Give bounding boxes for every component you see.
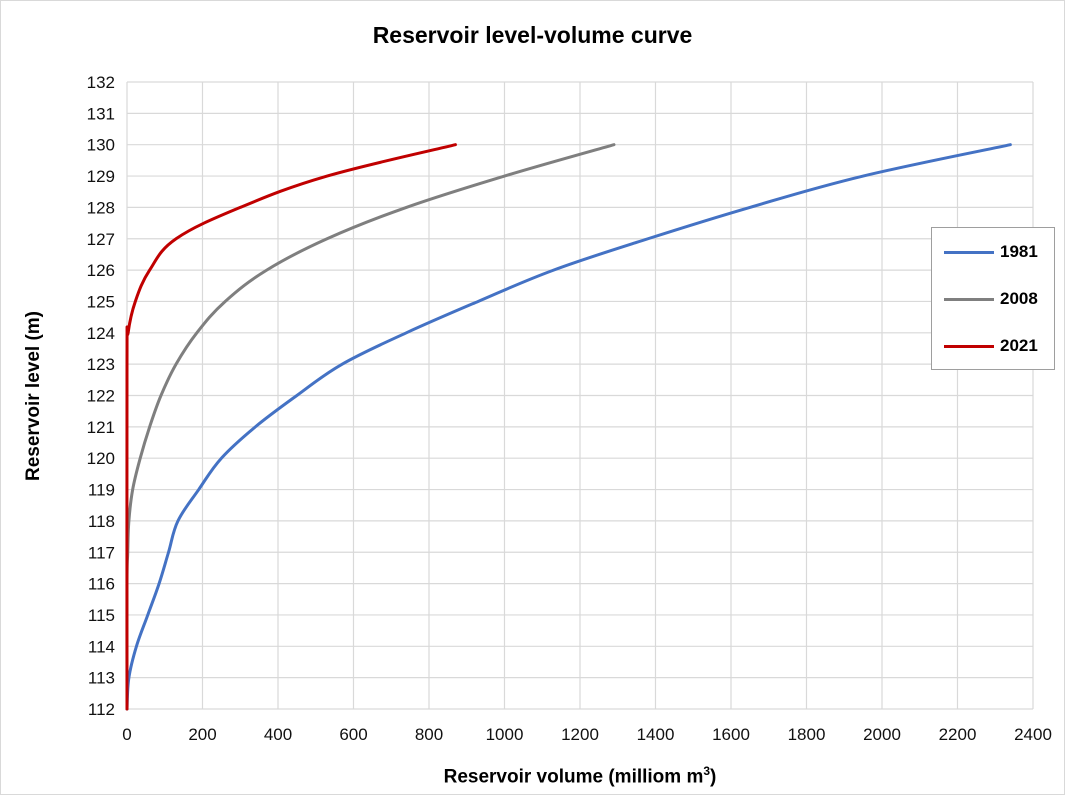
x-axis-label-close: ) [710,766,717,788]
x-tick-label: 1800 [788,725,826,744]
x-tick-label: 400 [264,725,292,744]
x-tick-labels: 0 200 400 600 800 1000 1200 1400 1600 1800 2000 220… [122,725,1052,744]
y-tick-label: 124 [87,324,115,343]
legend-label-2021: 2021 [1000,336,1038,355]
y-tick-label: 121 [87,418,115,437]
x-tick-label: 1000 [486,725,524,744]
legend-label-2008: 2008 [1000,289,1038,308]
legend-label-1981: 1981 [1000,242,1038,261]
y-tick-label: 115 [88,606,115,625]
y-tick-label: 128 [87,198,115,217]
y-tick-label: 126 [87,261,115,280]
y-tick-label: 117 [88,543,115,562]
gridlines [126,81,1034,710]
y-tick-labels: 112 113 114 115 116 117 118 119 120 121 122 123 124 1… [87,73,115,719]
x-axis-label-superscript: 3 [703,764,711,778]
x-tick-label: 1600 [712,725,750,744]
x-tick-label: 0 [122,725,131,744]
x-tick-label: 1200 [561,725,599,744]
y-tick-label: 119 [88,481,115,500]
legend-item-2008: 2008 [944,289,1054,309]
x-axis-label: Reservoir volume (milliom m3) [127,764,1033,788]
y-axis-label: Reservoir level (m) [23,310,44,482]
x-tick-label: 200 [188,725,216,744]
y-tick-label: 118 [88,512,115,531]
y-tick-label: 132 [87,73,115,92]
y-tick-label: 120 [87,449,115,468]
legend-item-1981: 1981 [944,242,1054,262]
legend-swatch-2021 [944,345,994,348]
y-tick-label: 112 [88,700,115,719]
x-axis-label-text: Reservoir volume (milliom m [443,766,704,788]
legend-swatch-2008 [944,298,994,301]
legend-swatch-1981 [944,251,994,254]
y-tick-label: 122 [87,387,115,406]
series-line-1981 [125,143,1012,711]
legend: 1981 2008 2021 [931,227,1055,370]
x-tick-label: 1400 [637,725,675,744]
y-tick-label: 129 [87,167,115,186]
y-tick-label: 123 [87,355,115,374]
y-tick-label: 114 [88,637,115,656]
x-tick-label: 800 [415,725,443,744]
x-tick-label: 600 [339,725,367,744]
legend-item-2021: 2021 [944,336,1054,356]
y-tick-label: 131 [87,104,115,123]
y-tick-label: 127 [87,230,115,249]
x-tick-label: 2400 [1014,725,1052,744]
x-tick-label: 2200 [939,725,977,744]
x-tick-label: 2000 [863,725,901,744]
chart-title: Reservoir level-volume curve [372,22,693,48]
y-tick-label: 130 [87,136,115,155]
series-line-2021 [125,143,457,711]
y-tick-label: 116 [88,575,115,594]
y-tick-label: 125 [87,292,115,311]
series-lines [125,143,1012,711]
y-tick-label: 113 [88,669,115,688]
